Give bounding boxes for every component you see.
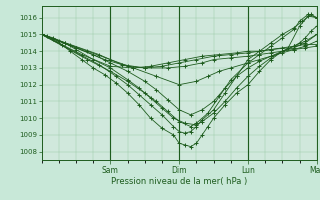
X-axis label: Pression niveau de la mer( hPa ): Pression niveau de la mer( hPa ) xyxy=(111,177,247,186)
